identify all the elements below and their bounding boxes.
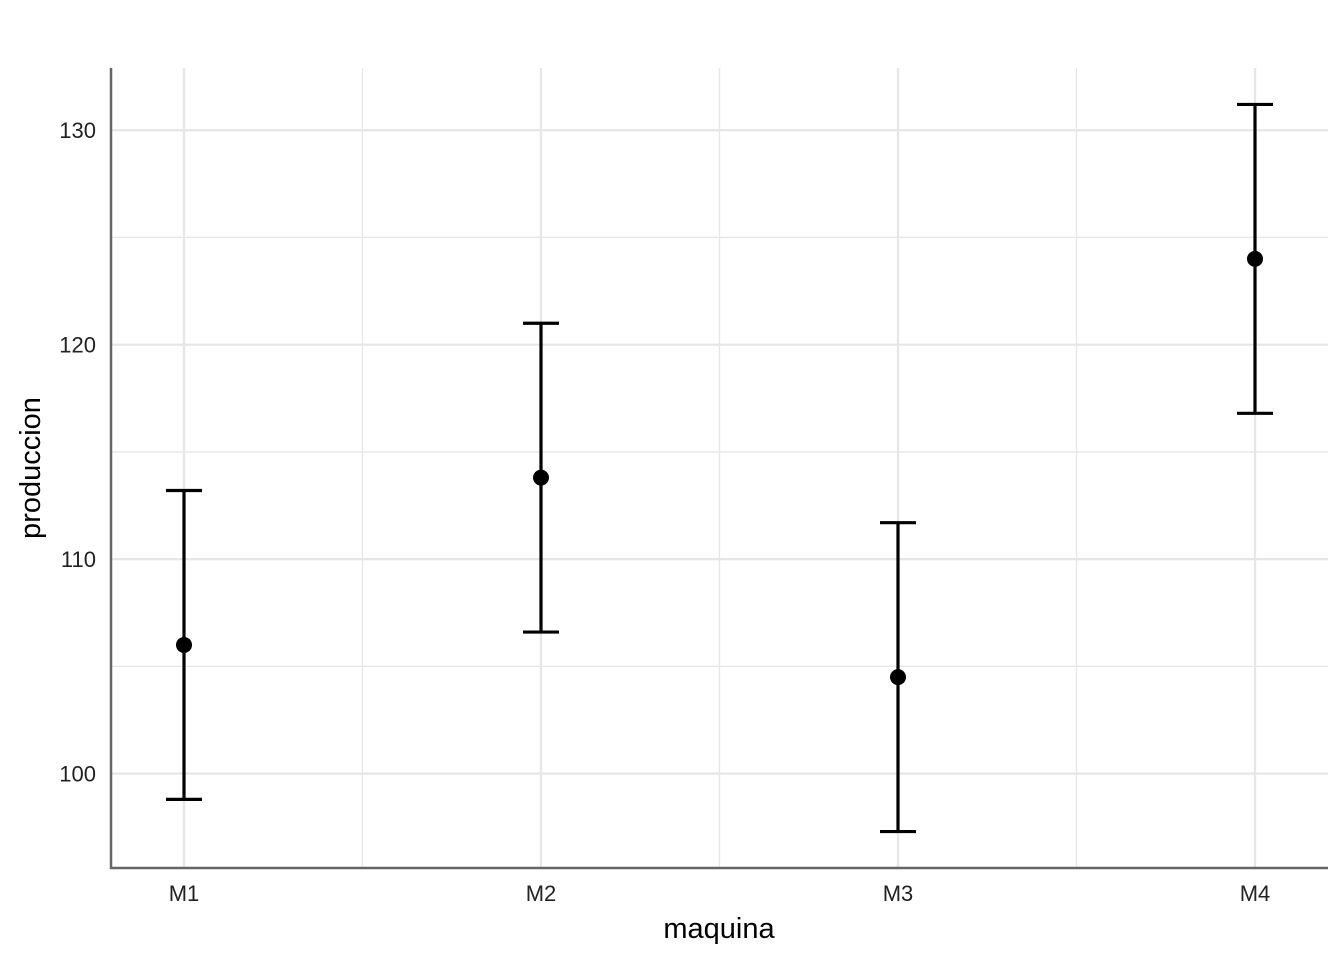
axes: 100 110 120 130 M1 M2 M3 M4 bbox=[59, 68, 1328, 906]
chart-marks bbox=[166, 102, 1273, 834]
mean-point bbox=[176, 636, 192, 653]
y-tick-label: 120 bbox=[59, 333, 96, 358]
grid-lines bbox=[111, 68, 1328, 868]
y-tick-label: 130 bbox=[59, 118, 96, 143]
mean-point bbox=[890, 669, 906, 686]
x-tick-label: M2 bbox=[526, 881, 557, 906]
y-tick-label: 110 bbox=[61, 547, 96, 572]
x-axis-title: maquina bbox=[663, 913, 775, 945]
y-axis-title: produccion bbox=[15, 397, 47, 539]
mean-point bbox=[1247, 250, 1263, 267]
x-tick-label: M1 bbox=[169, 881, 200, 906]
x-tick-label: M4 bbox=[1240, 881, 1271, 906]
y-tick-label: 100 bbox=[59, 762, 96, 787]
x-tick-label: M3 bbox=[883, 881, 914, 906]
mean-point bbox=[533, 469, 549, 486]
